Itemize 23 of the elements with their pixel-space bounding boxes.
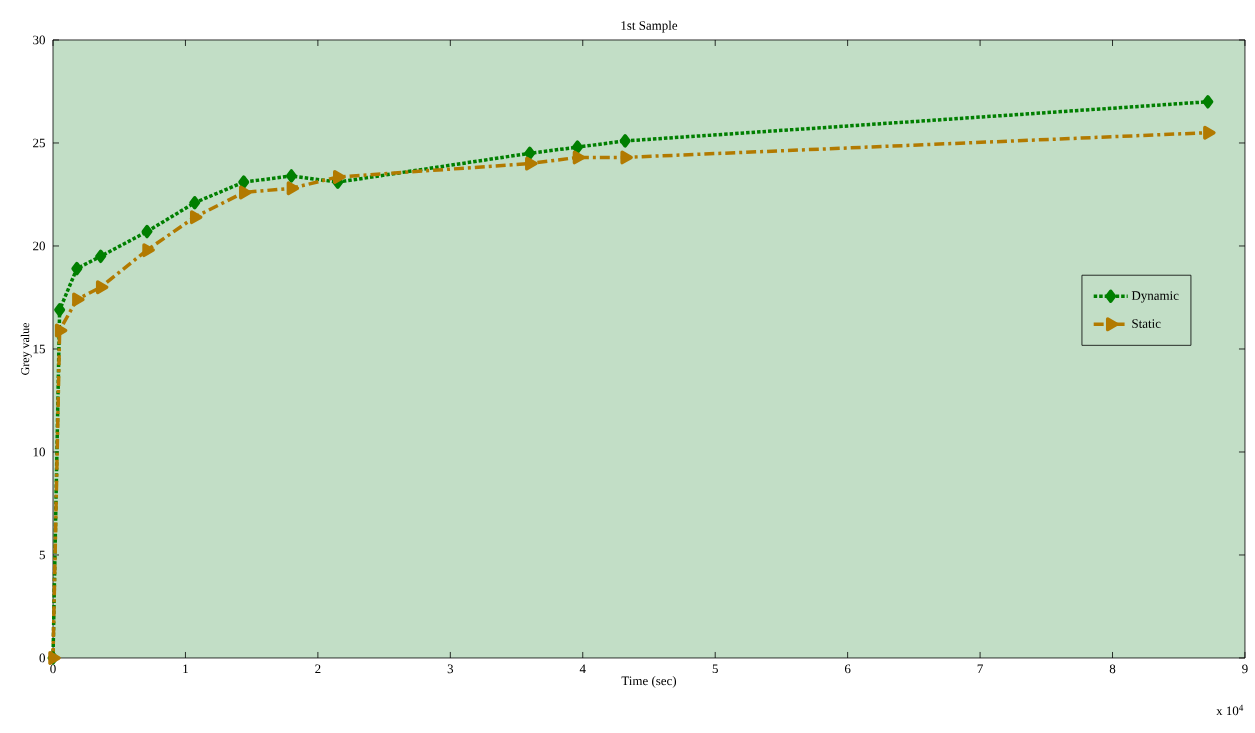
x-tick-label: 3 — [447, 664, 454, 674]
chart-title: 1st Sample — [621, 20, 678, 33]
x-tick-label: 7 — [977, 664, 983, 673]
y-tick-label: 5 — [39, 550, 45, 560]
y-axis-title: Grey value — [20, 323, 32, 375]
y-tick-label: 25 — [33, 138, 45, 148]
legend-label: Static — [1132, 319, 1161, 328]
x-tick-label: 4 — [579, 664, 586, 674]
x-tick-label: 2 — [315, 664, 321, 674]
y-tick-label: 0 — [39, 653, 45, 663]
y-tick-label: 30 — [33, 35, 45, 45]
legend-label: Dynamic — [1131, 291, 1179, 303]
y-tick-label: 15 — [33, 344, 45, 354]
x-tick-label: 9 — [1242, 664, 1248, 674]
x-tick-label: 8 — [1109, 664, 1116, 674]
x-tick-label: 6 — [844, 664, 851, 674]
x-axis-title: Time (sec) — [621, 676, 677, 688]
text: x 10$^{4}$ — [1216, 704, 1244, 716]
x-tick-label: 1 — [183, 664, 188, 674]
x-tick-label: 5 — [712, 664, 718, 674]
y-tick-label: 20 — [33, 241, 45, 251]
y-tick-label: 10 — [33, 447, 45, 457]
x-tick-label: 0 — [50, 664, 56, 674]
